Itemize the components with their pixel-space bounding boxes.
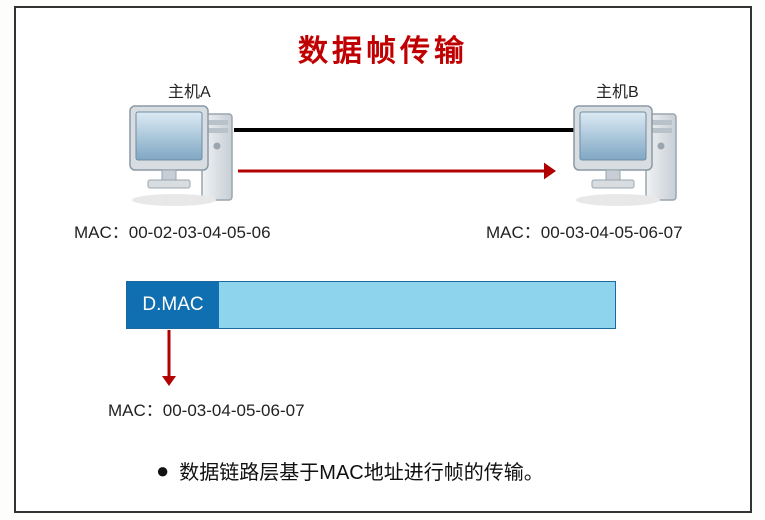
computer-icon xyxy=(124,98,242,210)
computer-icon xyxy=(568,98,686,210)
bullet-point: ● 数据链路层基于MAC地址进行帧的传输。 xyxy=(156,456,544,485)
bullet-dot-icon: ● xyxy=(156,460,169,482)
diagram-title: 数据帧传输 xyxy=(16,26,750,70)
host-a-mac: MAC：00-02-03-04-05-06 xyxy=(74,218,271,243)
data-frame-bar: D.MAC xyxy=(126,281,616,329)
dmac-arrow xyxy=(16,8,750,511)
network-link-line xyxy=(234,128,574,132)
frame-payload-segment xyxy=(219,282,615,328)
host-b-mac: MAC：00-03-04-05-06-07 xyxy=(486,218,683,243)
bullet-text: 数据链路层基于MAC地址进行帧的传输。 xyxy=(179,456,543,485)
dmac-value: MAC：00-03-04-05-06-07 xyxy=(108,396,305,421)
frame-dmac-segment: D.MAC xyxy=(127,282,219,328)
diagram-frame: 数据帧传输 主机A 主机B xyxy=(14,6,752,513)
host-b-computer-icon xyxy=(568,98,686,215)
host-a-computer-icon xyxy=(124,98,242,215)
transfer-arrow xyxy=(16,8,750,511)
